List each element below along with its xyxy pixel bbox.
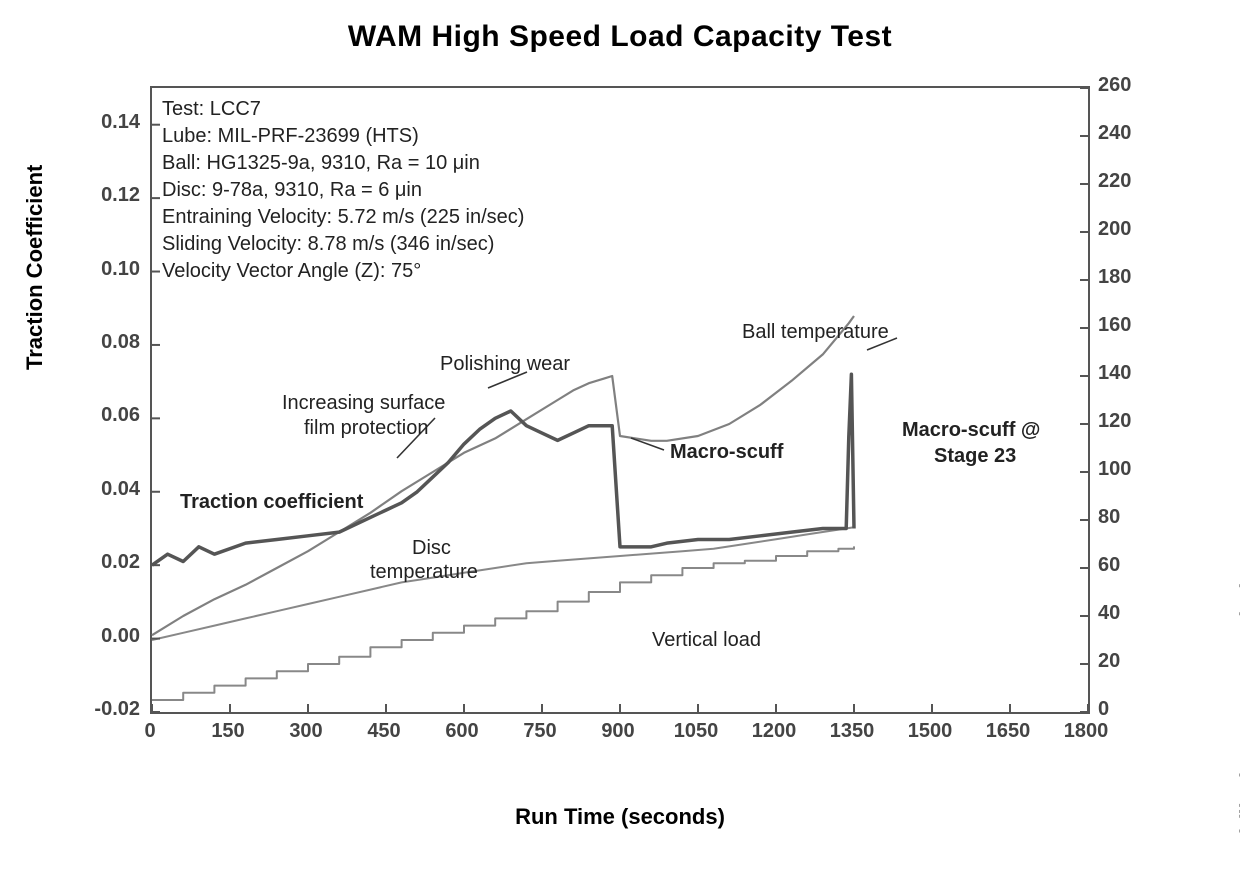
x-tick: 0 bbox=[120, 720, 180, 743]
x-tick: 300 bbox=[276, 720, 336, 743]
y-right-tick: 240 bbox=[1098, 122, 1158, 145]
x-tick: 150 bbox=[198, 720, 258, 743]
info-box-line: Sliding Velocity: 8.78 m/s (346 in/sec) bbox=[162, 231, 524, 258]
plot-area: Traction coefficient Increasing surfacefi… bbox=[150, 86, 1090, 714]
chart-annotation: Stage 23 bbox=[934, 444, 1016, 469]
chart-annotation: Ball temperature bbox=[742, 320, 889, 345]
x-tick: 900 bbox=[588, 720, 648, 743]
y-right-tick: 160 bbox=[1098, 314, 1158, 337]
y-axis-right-label: Load (lbs.), Temperature (°C) bbox=[1236, 580, 1240, 881]
series-line bbox=[152, 546, 854, 700]
x-tick: 1650 bbox=[978, 720, 1038, 743]
chart-annotation: Macro-scuff bbox=[670, 440, 783, 465]
info-box: Test: LCC7Lube: MIL-PRF-23699 (HTS)Ball:… bbox=[162, 96, 524, 285]
y-left-tick: 0.12 bbox=[50, 184, 140, 207]
series-line bbox=[152, 527, 854, 640]
y-right-tick: 20 bbox=[1098, 650, 1158, 673]
info-box-line: Disc: 9-78a, 9310, Ra = 6 μin bbox=[162, 177, 524, 204]
y-right-tick: 180 bbox=[1098, 266, 1158, 289]
y-left-tick: 0.00 bbox=[50, 625, 140, 648]
series-line bbox=[152, 374, 854, 565]
y-left-tick: 0.08 bbox=[50, 331, 140, 354]
chart-annotation: temperature bbox=[370, 560, 478, 585]
y-right-tick: 60 bbox=[1098, 554, 1158, 577]
info-box-line: Test: LCC7 bbox=[162, 96, 524, 123]
y-left-tick: 0.06 bbox=[50, 404, 140, 427]
y-left-tick: 0.14 bbox=[50, 111, 140, 134]
info-box-line: Ball: HG1325-9a, 9310, Ra = 10 μin bbox=[162, 150, 524, 177]
chart-annotation: film protection bbox=[304, 416, 429, 441]
x-tick: 1500 bbox=[900, 720, 960, 743]
info-box-line: Entraining Velocity: 5.72 m/s (225 in/se… bbox=[162, 204, 524, 231]
x-tick: 750 bbox=[510, 720, 570, 743]
chart-annotation: Vertical load bbox=[652, 628, 761, 653]
info-box-line: Lube: MIL-PRF-23699 (HTS) bbox=[162, 123, 524, 150]
x-axis-label: Run Time (seconds) bbox=[40, 804, 1200, 830]
chart-annotation: Disc bbox=[412, 536, 451, 561]
y-right-tick: 260 bbox=[1098, 74, 1158, 97]
y-right-tick: 200 bbox=[1098, 218, 1158, 241]
chart-container: WAM High Speed Load Capacity Test Tracti… bbox=[40, 20, 1200, 840]
y-left-tick: 0.04 bbox=[50, 478, 140, 501]
y-left-tick: -0.02 bbox=[50, 698, 140, 721]
x-tick: 600 bbox=[432, 720, 492, 743]
y-right-tick: 120 bbox=[1098, 410, 1158, 433]
chart-annotation: Traction coefficient bbox=[180, 490, 363, 515]
x-tick: 1050 bbox=[666, 720, 726, 743]
x-tick: 1350 bbox=[822, 720, 882, 743]
chart-annotation: Polishing wear bbox=[440, 352, 570, 377]
y-right-tick: 140 bbox=[1098, 362, 1158, 385]
chart-title: WAM High Speed Load Capacity Test bbox=[40, 20, 1200, 54]
x-tick: 1200 bbox=[744, 720, 804, 743]
x-tick: 450 bbox=[354, 720, 414, 743]
y-right-tick: 100 bbox=[1098, 458, 1158, 481]
y-left-tick: 0.02 bbox=[50, 551, 140, 574]
y-axis-left-label: Traction Coefficient bbox=[22, 165, 48, 370]
y-right-tick: 40 bbox=[1098, 602, 1158, 625]
chart-annotation: Increasing surface bbox=[282, 391, 445, 416]
y-left-tick: 0.10 bbox=[50, 258, 140, 281]
info-box-line: Velocity Vector Angle (Z): 75° bbox=[162, 258, 524, 285]
x-tick: 1800 bbox=[1056, 720, 1116, 743]
y-right-tick: 0 bbox=[1098, 698, 1158, 721]
y-right-tick: 80 bbox=[1098, 506, 1158, 529]
y-right-tick: 220 bbox=[1098, 170, 1158, 193]
chart-annotation: Macro-scuff @ bbox=[902, 418, 1040, 443]
